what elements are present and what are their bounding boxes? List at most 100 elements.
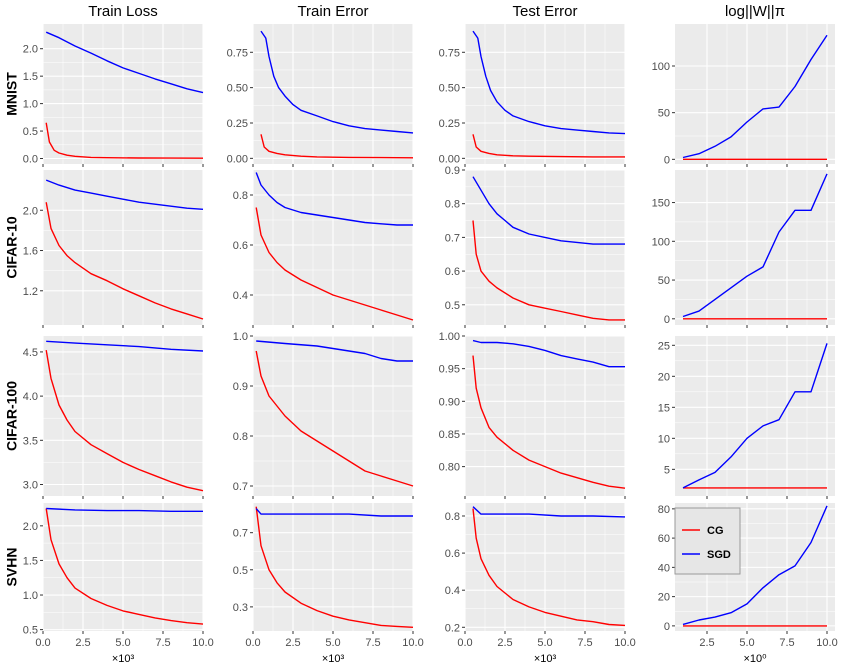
x-tick-label: 7.5 <box>779 637 794 649</box>
y-tick-label: 0.80 <box>439 462 460 474</box>
panel-background <box>675 24 835 164</box>
y-tick-label: 0.75 <box>227 47 248 59</box>
panel-r2-c3: 5 10 15 20 25 <box>658 336 835 499</box>
row-title: CIFAR-100 <box>4 381 20 451</box>
y-tick-label: 0.7 <box>445 232 460 244</box>
y-tick-label: 0 <box>664 621 670 633</box>
y-tick-label: 4.0 <box>23 391 38 403</box>
y-tick-label: 0.00 <box>227 153 248 165</box>
series-line-cg <box>255 506 414 628</box>
y-tick-label: 0.75 <box>439 47 460 59</box>
y-tick-label: 20 <box>658 592 670 604</box>
series-line-cg <box>45 202 204 320</box>
y-tick-label: 0.25 <box>439 118 460 130</box>
y-tick-label: 50 <box>658 275 670 287</box>
y-tick-label: 0.50 <box>227 83 248 95</box>
series-line-sgd <box>45 31 204 94</box>
x-tick-label: 10.0 <box>192 637 213 649</box>
x-tick-label: 5.0 <box>739 637 754 649</box>
y-tick-label: 0.25 <box>227 118 248 130</box>
y-tick-label: 50 <box>658 108 670 120</box>
series-line-sgd <box>472 30 626 135</box>
series-line-sgd <box>256 340 413 362</box>
panel-r0-c0: 0.0 0.5 1.0 1.5 2.0 <box>23 24 204 167</box>
panel-r1-c0: 1.2 1.6 2.0 <box>23 170 204 328</box>
y-tick-label: 1.0 <box>23 590 38 602</box>
y-tick-label: 0.6 <box>233 240 248 252</box>
series-line-cg <box>255 207 414 321</box>
y-tick-label: 100 <box>652 61 670 73</box>
x-tick-label: 2.5 <box>497 637 512 649</box>
column-title: log||W||π <box>725 3 785 20</box>
y-tick-label: 0.5 <box>233 565 248 577</box>
x-axis-label: ×10³ <box>112 653 135 665</box>
y-tick-label: 40 <box>658 562 670 574</box>
series-line-sgd <box>682 173 828 318</box>
x-tick-label: 10.0 <box>402 637 423 649</box>
y-tick-label: 0.7 <box>233 528 248 540</box>
y-tick-label: 0.6 <box>445 266 460 278</box>
y-tick-label: 0.8 <box>445 511 460 523</box>
y-tick-label: 1.0 <box>23 99 38 111</box>
panel-r3-c0: 0.5 1.0 1.5 2.0 0.0 2.5 5.0 7.5 10.0 ×10³ <box>23 503 214 665</box>
y-tick-label: 5 <box>664 464 670 476</box>
y-tick-label: 0.85 <box>439 429 460 441</box>
row-title: CIFAR-10 <box>4 216 20 278</box>
x-tick-label: 2.5 <box>75 637 90 649</box>
y-tick-label: 0.5 <box>445 300 460 312</box>
series-line-sgd <box>682 34 828 159</box>
legend: CG SGD <box>674 507 741 575</box>
series-line-sgd <box>472 506 626 518</box>
series-line-sgd <box>46 340 204 352</box>
series-line-sgd <box>46 507 203 512</box>
y-tick-label: 15 <box>658 402 670 414</box>
y-tick-label: 0.6 <box>445 548 460 560</box>
y-tick-label: 0.9 <box>233 381 248 393</box>
series-line-sgd <box>260 30 414 134</box>
legend-label: SGD <box>707 549 731 561</box>
y-tick-label: 0.8 <box>233 431 248 443</box>
panel-r0-c2: 0.00 0.25 0.50 0.75 <box>439 24 626 167</box>
y-tick-label: 0.4 <box>233 290 248 302</box>
x-tick-label: 5.0 <box>537 637 552 649</box>
panel-r2-c0: 3.0 3.5 4.0 4.5 <box>23 336 204 499</box>
series-line-sgd <box>682 505 828 626</box>
panel-r1-c2: 0.5 0.6 0.7 0.8 0.9 <box>445 165 626 328</box>
y-tick-label: 1.6 <box>23 246 38 258</box>
x-tick-label: 10.0 <box>816 637 837 649</box>
column-title: Test Error <box>512 3 577 20</box>
row-title: MNIST <box>4 72 20 116</box>
y-tick-label: 1.00 <box>439 331 460 343</box>
series-line-sgd <box>472 339 625 368</box>
y-tick-label: 10 <box>658 433 670 445</box>
y-tick-label: 80 <box>658 504 670 516</box>
x-tick-label: 2.5 <box>699 637 714 649</box>
y-tick-label: 2.0 <box>23 44 38 56</box>
y-tick-label: 0.2 <box>445 622 460 634</box>
series-line-cg <box>472 134 625 158</box>
column-title: Train Loss <box>88 3 157 20</box>
y-tick-label: 2.0 <box>23 521 38 533</box>
y-tick-label: 1.2 <box>23 286 38 298</box>
y-tick-label: 1.5 <box>23 555 38 567</box>
y-tick-label: 0.5 <box>23 126 38 138</box>
y-tick-label: 1.0 <box>233 331 248 343</box>
panel-r0-c3: 0 50 100 <box>652 24 835 167</box>
x-tick-label: 5.0 <box>115 637 130 649</box>
panel-background <box>675 170 835 325</box>
panel-r2-c2: 0.80 0.85 0.90 0.95 1.00 <box>439 331 626 499</box>
y-tick-label: 0.00 <box>439 153 460 165</box>
y-tick-label: 0.5 <box>23 625 38 637</box>
x-tick-label: 7.5 <box>155 637 170 649</box>
x-tick-label: 7.5 <box>577 637 592 649</box>
y-tick-label: 0.9 <box>445 165 460 177</box>
y-tick-label: 20 <box>658 371 670 383</box>
panel-background <box>675 336 835 496</box>
panel-r3-c2: 0.2 0.4 0.6 0.8 0.0 2.5 5.0 7.5 10.0 ×10³ <box>445 503 636 665</box>
y-tick-label: 100 <box>652 236 670 248</box>
x-tick-label: 5.0 <box>325 637 340 649</box>
legend-label: CG <box>707 525 724 537</box>
y-tick-label: 2.0 <box>23 205 38 217</box>
y-tick-label: 0.8 <box>233 190 248 202</box>
x-axis-label: ×10³ <box>534 653 557 665</box>
